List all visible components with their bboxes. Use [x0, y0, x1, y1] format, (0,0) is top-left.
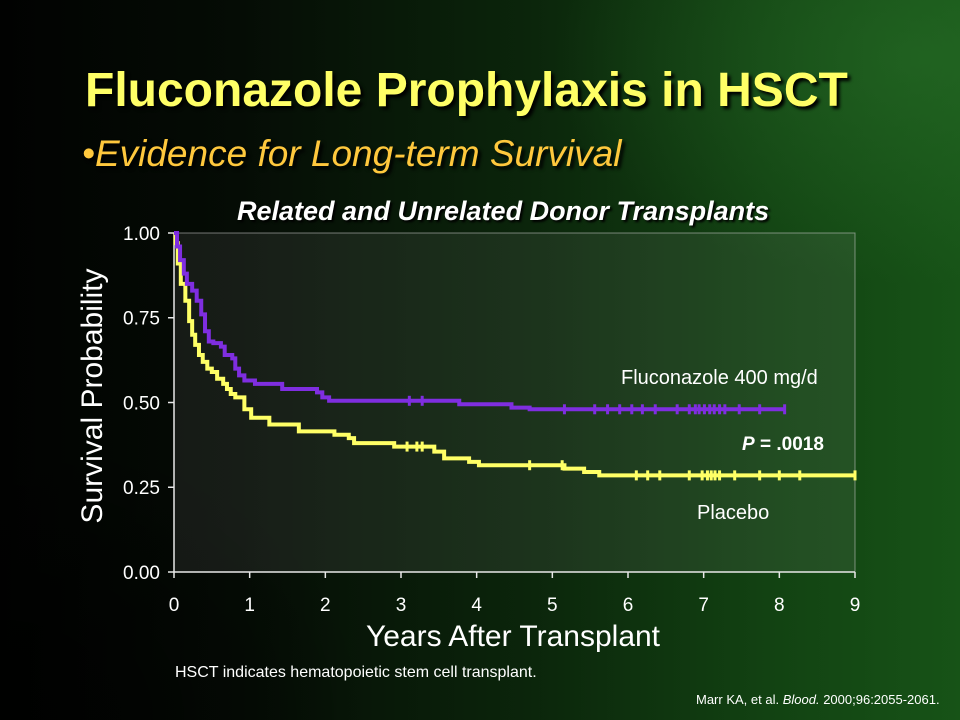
series-label-fluconazole: Fluconazole 400 mg/d: [621, 367, 818, 389]
citation: Marr KA, et al. Blood. 2000;96:2055-2061…: [696, 692, 940, 708]
x-axis-label: Years After Transplant: [365, 620, 661, 653]
citation-journal: Blood.: [782, 692, 820, 707]
x-tick-label: 3: [396, 595, 407, 616]
series-label-placebo: Placebo: [697, 502, 770, 524]
y-tick-label: 0.00: [123, 563, 160, 584]
x-tick-label: 1: [244, 595, 255, 616]
survival-curve-placebo: [173, 231, 855, 478]
footnote: HSCT indicates hematopoietic stem cell t…: [175, 664, 537, 681]
y-axis-label: Survival Probability: [76, 268, 109, 524]
p-symbol: P: [742, 434, 755, 455]
p-value-annotation: P = .0018: [742, 434, 824, 456]
slide-title: Fluconazole Prophylaxis in HSCT: [85, 64, 848, 117]
citation-details: 2000;96:2055-2061.: [823, 692, 940, 707]
x-tick-label: 7: [698, 595, 709, 616]
x-tick-label: 6: [623, 595, 634, 616]
x-tick-label: 2: [320, 595, 331, 616]
p-value-text: = .0018: [759, 434, 824, 455]
chart-title: Related and Unrelated Donor Transplants: [237, 196, 770, 226]
x-tick-label: 4: [471, 595, 482, 616]
slide-subtitle: •Evidence for Long-term Survival: [82, 133, 622, 174]
y-tick-label: 0.50: [123, 393, 160, 414]
y-tick-label: 0.75: [123, 309, 160, 330]
y-tick-label: 0.25: [123, 478, 160, 499]
x-tick-label: 5: [547, 595, 558, 616]
x-tick-label: 9: [850, 595, 861, 616]
citation-authors: Marr KA, et al.: [696, 692, 780, 707]
plot-area: [173, 232, 856, 573]
x-tick-label: 0: [169, 595, 180, 616]
survival-curve-fluconazole: [174, 231, 785, 412]
x-tick-label: 8: [774, 595, 785, 616]
y-tick-label: 1.00: [123, 224, 160, 245]
